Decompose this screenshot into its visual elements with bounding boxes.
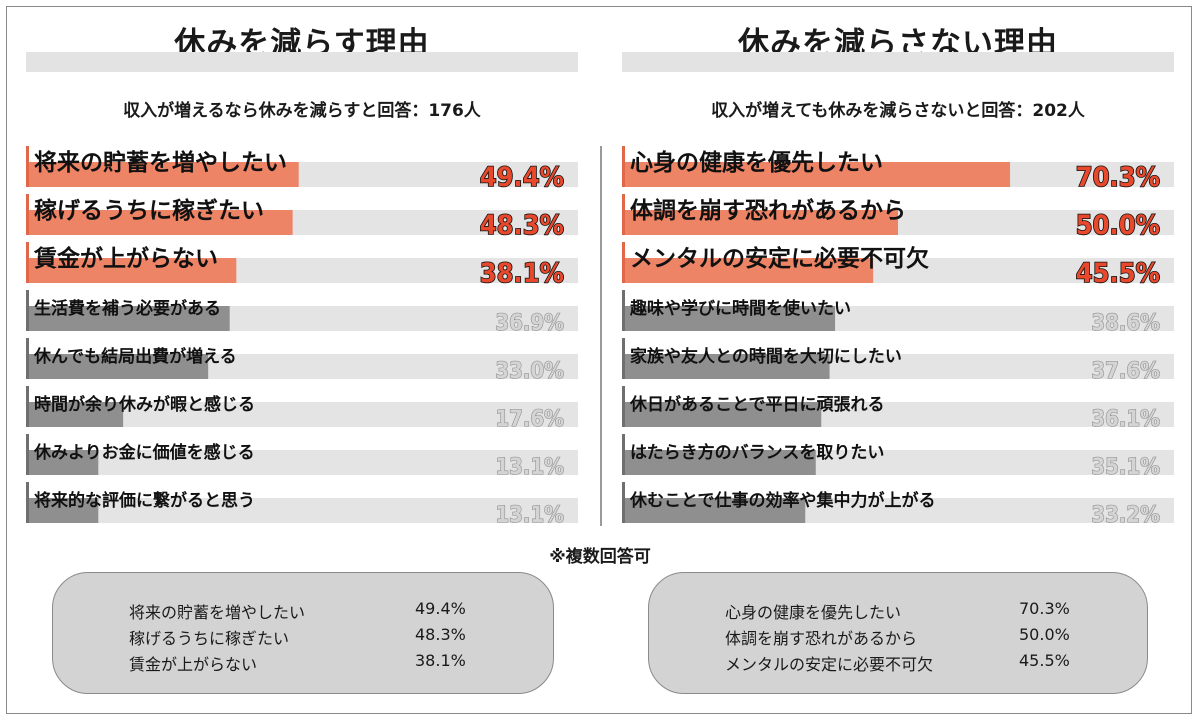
bar: [26, 354, 209, 379]
summary-value: 49.4%: [415, 599, 466, 618]
summary-value: 70.3%: [1019, 599, 1070, 618]
keep-top3-summary: 心身の健康を優先したい 70.3% 体調を崩す恐れがあるから 50.0% メンタ…: [648, 572, 1148, 694]
bar-edge: [26, 434, 29, 475]
reduce-reasons-chart: 将来の貯蓄を増やしたい 49.4% 稼げるうちに稼ぎたい 48.3% 賃金が上がらない 3…: [26, 146, 578, 529]
category-label: 休日があることで平日に頑張れる: [629, 394, 885, 415]
value-label: 38.6%: [1091, 311, 1160, 336]
summary-value: 45.5%: [1019, 651, 1070, 670]
bar-edge: [26, 338, 29, 379]
category-label: 将来的な評価に繋がると思う: [34, 490, 255, 511]
category-label: 休んでも結局出費が増える: [33, 346, 237, 367]
infographic-frame: [6, 6, 1192, 714]
value-label: 50.0%: [1076, 210, 1160, 241]
bar: [26, 162, 299, 187]
category-label: はたらき方のバランスを取りたい: [630, 442, 884, 463]
summary-label: 体調を崩す恐れがあるから: [725, 629, 918, 648]
reduce-panel: 休みを減らす理由 収入が増えるなら休みを減らすと回答：176人 将来の貯蓄を増や…: [26, 0, 586, 560]
summary-value: 38.1%: [415, 651, 466, 670]
category-label: 休むことで仕事の効率や集中力が上がる: [629, 490, 936, 511]
bar-edge: [622, 338, 625, 379]
bar: [622, 306, 836, 331]
summary-label: 将来の貯蓄を増やしたい: [129, 603, 306, 622]
bar: [622, 402, 822, 427]
multiple-answers-note: ※複数回答可: [549, 547, 651, 567]
category-label: 休みよりお金に価値を感じる: [33, 442, 255, 463]
bar-edge: [622, 146, 625, 187]
bar-edge: [26, 290, 29, 331]
keep-panel-subtitle: 収入が増えても休みを減らさないと回答：202人: [711, 101, 1085, 121]
bar: [622, 210, 898, 235]
category-label: 体調を崩す恐れがあるから: [630, 197, 906, 224]
value-label: 33.2%: [1091, 503, 1160, 528]
category-label: 時間が余り休みが暇と感じる: [34, 394, 255, 415]
bar-track: [26, 450, 578, 475]
bar-edge: [26, 146, 29, 187]
value-label: 13.1%: [495, 455, 564, 480]
bar-edge: [26, 482, 29, 523]
keep-title-underline: [622, 52, 1174, 72]
category-label: 家族や友人との時間を大切にしたい: [630, 346, 902, 367]
summary-value: 50.0%: [1019, 625, 1070, 644]
category-label: 将来の貯蓄を増やしたい: [34, 149, 287, 176]
bar: [26, 402, 124, 427]
bar-edge: [26, 386, 29, 427]
value-label: 36.1%: [1091, 407, 1160, 432]
bar: [26, 258, 237, 283]
bar: [622, 258, 874, 283]
bar-edge: [622, 194, 625, 235]
bar: [622, 162, 1011, 187]
bar: [622, 498, 806, 523]
value-label: 37.6%: [1091, 359, 1160, 384]
reduce-title-underline: [26, 52, 578, 72]
bar-edge: [26, 194, 29, 235]
category-label: 心身の健康を優先したい: [630, 149, 883, 176]
value-label: 45.5%: [1076, 258, 1160, 289]
bar-edge: [26, 242, 29, 283]
bar-track: [26, 498, 578, 523]
category-label: 賃金が上がらない: [33, 245, 218, 272]
value-label: 49.4%: [480, 162, 564, 193]
value-label: 17.6%: [495, 407, 564, 432]
summary-label: メンタルの安定に必要不可欠: [725, 655, 934, 674]
bar: [622, 354, 830, 379]
bar-edge: [622, 242, 625, 283]
keep-panel: 休みを減らさない理由 収入が増えても休みを減らさないと回答：202人 心身の健康…: [622, 0, 1182, 560]
reduce-top3-summary: 将来の貯蓄を増やしたい 49.4% 稼げるうちに稼ぎたい 48.3% 賃金が上が…: [52, 572, 554, 694]
bar: [622, 450, 816, 475]
value-label: 33.0%: [495, 359, 564, 384]
value-label: 35.1%: [1091, 455, 1160, 480]
value-label: 48.3%: [480, 210, 564, 241]
panel-divider: [600, 146, 602, 526]
keep-reasons-chart: 心身の健康を優先したい 70.3% 体調を崩す恐れがあるから 50.0% メンタルの安定…: [622, 146, 1174, 529]
category-label: メンタルの安定に必要不可欠: [630, 245, 929, 272]
summary-label: 稼げるうちに稼ぎたい: [129, 629, 290, 648]
summary-label: 賃金が上がらない: [129, 655, 258, 674]
bar: [26, 210, 293, 235]
reduce-panel-subtitle: 収入が増えるなら休みを減らすと回答：176人: [123, 101, 481, 121]
bar-edge: [622, 482, 625, 523]
summary-label: 心身の健康を優先したい: [725, 603, 902, 622]
category-label: 趣味や学びに時間を使いたい: [629, 298, 851, 319]
value-label: 36.9%: [495, 311, 564, 336]
bar: [26, 498, 99, 523]
bar-edge: [622, 290, 625, 331]
bar-edge: [622, 434, 625, 475]
category-label: 稼げるうちに稼ぎたい: [34, 197, 264, 224]
summary-value: 48.3%: [415, 625, 466, 644]
value-label: 70.3%: [1076, 162, 1160, 193]
bar: [26, 450, 99, 475]
value-label: 13.1%: [495, 503, 564, 528]
category-label: 生活費を補う必要がある: [34, 298, 221, 319]
value-label: 38.1%: [480, 258, 564, 289]
bar: [26, 306, 230, 331]
bar-edge: [622, 386, 625, 427]
